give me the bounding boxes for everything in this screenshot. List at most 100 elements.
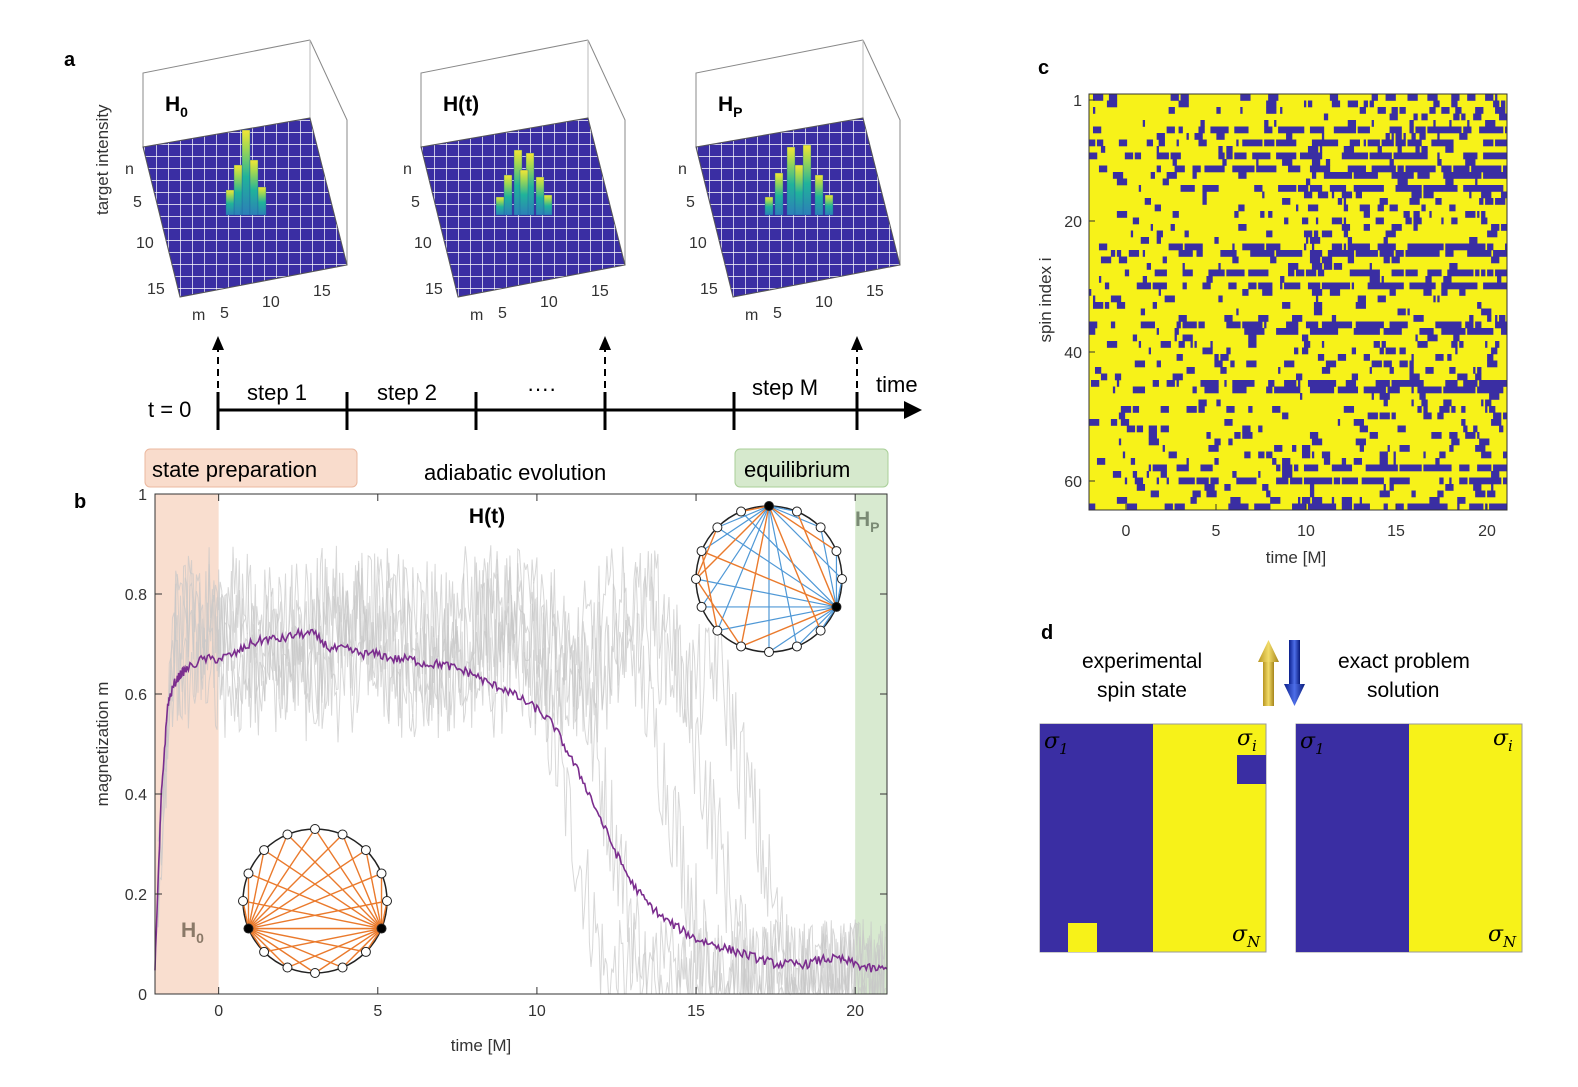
spin-down-segment: [1481, 191, 1492, 199]
spin-down-segment: [1495, 94, 1498, 101]
spin-down-segment: [1160, 471, 1167, 478]
spin-down-segment: [1210, 126, 1229, 134]
spin-down-segment: [1473, 484, 1482, 491]
spin-down-segment: [1337, 198, 1343, 205]
spin-down-segment: [1383, 399, 1388, 407]
spin-down-segment: [1112, 471, 1122, 478]
graph-edge-orange: [695, 578, 742, 647]
spin-down-segment: [1383, 328, 1402, 335]
spin-up-arrow-icon: [1258, 640, 1279, 706]
spin-down-segment: [1391, 224, 1402, 231]
heatmap-x-tick-label: 10: [1297, 523, 1315, 540]
graph-node: [736, 641, 747, 652]
spin-down-segment: [1487, 269, 1494, 277]
spin-down-segment: [1441, 107, 1450, 114]
spin-down-segment: [1391, 107, 1398, 114]
equilibrium-label: equilibrium: [744, 457, 850, 482]
spin-down-segment: [1218, 146, 1223, 153]
spin-down-segment: [1162, 178, 1169, 186]
spin-down-segment: [1471, 165, 1502, 173]
graph-edge-orange: [701, 550, 837, 608]
spin-down-segment: [1389, 477, 1410, 485]
spin-down-segment: [1184, 230, 1189, 238]
subplot-y-tick: 5: [133, 194, 142, 211]
spin-down-segment: [1274, 445, 1283, 452]
spin-down-segment: [1373, 341, 1380, 348]
spin-down-segment: [1447, 354, 1452, 361]
spin-down-segment: [1216, 107, 1221, 114]
spin-down-segment: [1491, 471, 1500, 478]
spin-down-segment: [1381, 341, 1386, 348]
spin-down-segment: [1132, 217, 1140, 225]
spin-down-segment: [1359, 497, 1362, 504]
spin-down-segment: [1288, 165, 1301, 173]
spin-down-segment: [1238, 224, 1247, 231]
spin-down-segment: [1343, 230, 1349, 238]
spin-down-segment: [1363, 139, 1366, 147]
spin-down-segment: [1214, 237, 1219, 244]
spin-down-segment: [1435, 321, 1462, 329]
spin-down-segment: [1230, 360, 1235, 368]
spin-down-segment: [1305, 178, 1311, 186]
spin-down-segment: [1437, 295, 1440, 303]
spin-down-segment: [1505, 243, 1508, 251]
spin-down-segment: [1455, 107, 1462, 114]
spin-down-segment: [1210, 341, 1213, 348]
spin-down-segment: [1264, 139, 1275, 147]
graph-edge-orange: [341, 834, 383, 929]
graph-edge-blue: [717, 526, 837, 608]
spin-down-segment: [1387, 445, 1390, 452]
subplot-peak-bar: [241, 129, 251, 216]
spin-down-segment: [1092, 295, 1096, 303]
spin-down-segment: [1375, 217, 1384, 225]
spin-down-segment: [1481, 269, 1486, 277]
spin-down-segment: [1363, 100, 1368, 108]
spin-down-segment: [1124, 152, 1134, 160]
graph-edge-orange: [248, 849, 367, 930]
spin-down-segment: [1325, 159, 1331, 166]
spin-down-segment: [1276, 139, 1297, 147]
spin-down-segment: [1475, 445, 1486, 452]
spin-down-segment: [1270, 497, 1281, 504]
subplot-m-label: m: [745, 307, 758, 324]
spin-down-segment: [1405, 217, 1412, 225]
spin-down-segment: [1427, 126, 1462, 134]
spin-down-segment: [1397, 308, 1406, 316]
spin-down-segment: [1351, 347, 1357, 355]
spin-down-segment: [1505, 126, 1508, 134]
spin-down-segment: [1341, 224, 1351, 231]
equilibrium-box: [734, 448, 889, 488]
y-tick-label: 0: [138, 987, 147, 1004]
graph-node: [282, 829, 293, 840]
spin-down-segment: [1252, 152, 1271, 160]
spin-down-segment: [1349, 269, 1380, 277]
graph-edge-orange: [248, 927, 343, 969]
spin-down-segment: [1481, 211, 1486, 218]
spin-down-segment: [1186, 367, 1195, 374]
spin-down-segment: [1282, 458, 1291, 465]
spin-down-segment: [1262, 289, 1273, 296]
spin-down-segment: [1325, 360, 1337, 368]
spin-down-segment: [1397, 146, 1402, 153]
graph-node: [360, 946, 371, 957]
spin-down-segment: [1226, 152, 1233, 160]
spin-down-segment: [1292, 315, 1303, 322]
spin-down-segment: [1377, 107, 1386, 114]
spin-down-segment: [1242, 321, 1263, 329]
spin-down-segment: [1437, 152, 1440, 160]
spin-down-segment: [1164, 295, 1175, 303]
spin-down-segment: [1166, 380, 1175, 387]
spin-down-segment: [1477, 464, 1492, 472]
spin-down-segment: [1182, 269, 1193, 277]
spin-down-segment: [1457, 497, 1466, 504]
graph-edge-orange: [740, 505, 770, 647]
spin-down-segment: [1230, 497, 1241, 504]
spin-down-segment: [1092, 126, 1102, 134]
spin-down-segment: [1329, 289, 1341, 296]
spin-down-segment: [1180, 94, 1189, 101]
spin-down-segment: [1182, 321, 1197, 329]
spin-down-segment: [1371, 94, 1378, 101]
spin-down-segment: [1391, 133, 1394, 140]
spin-down-segment: [1106, 100, 1118, 108]
graph-node: [310, 824, 320, 834]
